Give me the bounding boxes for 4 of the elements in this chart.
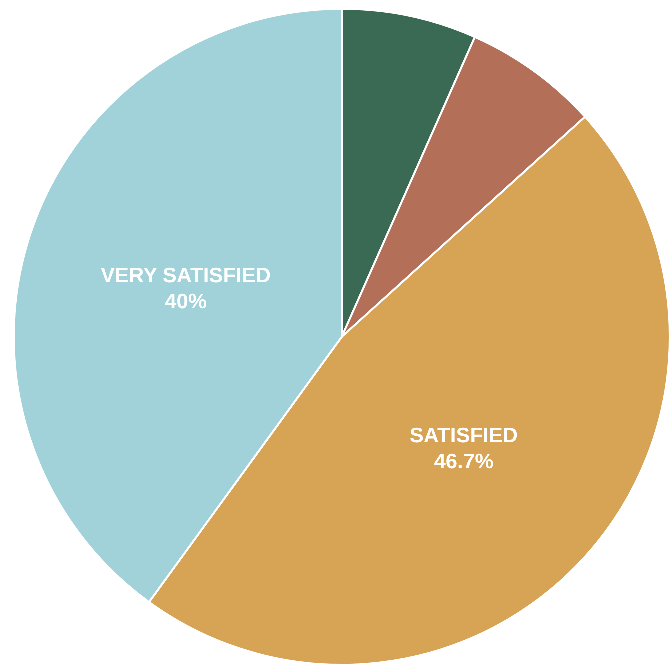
slice-label: VERY SATISFIED (101, 264, 272, 288)
slice-label: SATISFIED (410, 424, 518, 448)
data-label: 46.7% (434, 450, 494, 474)
data-label: 40% (165, 290, 208, 314)
